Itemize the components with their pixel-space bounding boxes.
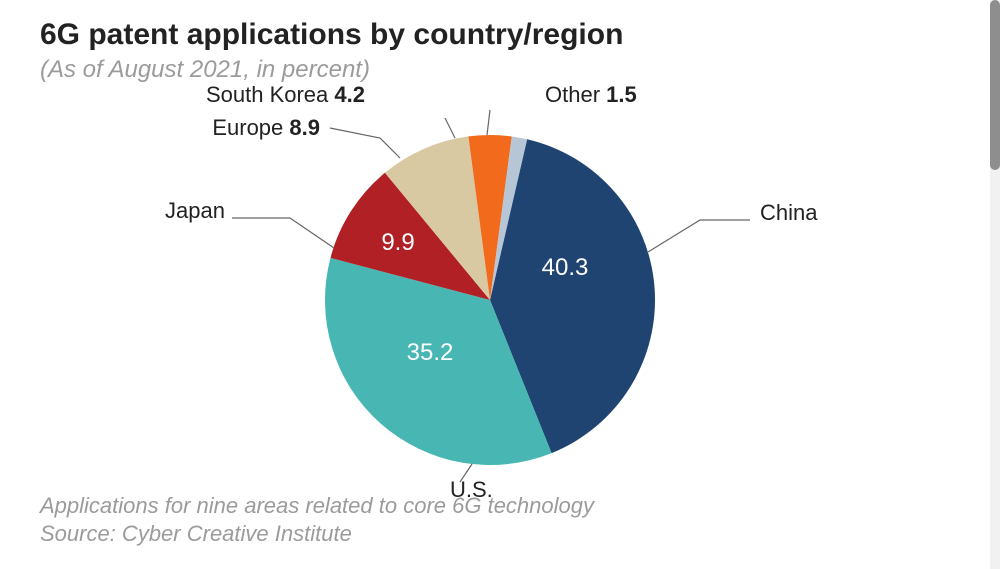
slice-label: Europe 8.9 (212, 115, 320, 140)
leader-line (232, 218, 334, 248)
footer-line-2: Source: Cyber Creative Institute (40, 520, 594, 548)
scrollbar-thumb[interactable] (990, 0, 1000, 170)
leader-line (445, 118, 455, 138)
footer-line-1: Applications for nine areas related to c… (40, 492, 594, 520)
slice-value: 40.3 (542, 254, 589, 281)
leader-line (487, 110, 490, 135)
chart-footer: Applications for nine areas related to c… (40, 492, 594, 547)
slice-label: Japan (165, 198, 225, 223)
slice-label: China (760, 200, 818, 225)
leader-line (648, 220, 750, 252)
leader-line (330, 128, 400, 158)
slice-label: Other 1.5 (545, 82, 637, 107)
pie-chart: 40.335.29.9ChinaU.S.JapanEurope 8.9South… (0, 0, 1000, 569)
slice-label: South Korea 4.2 (206, 82, 365, 107)
slice-value: 35.2 (407, 339, 454, 366)
slice-value: 9.9 (381, 229, 414, 256)
